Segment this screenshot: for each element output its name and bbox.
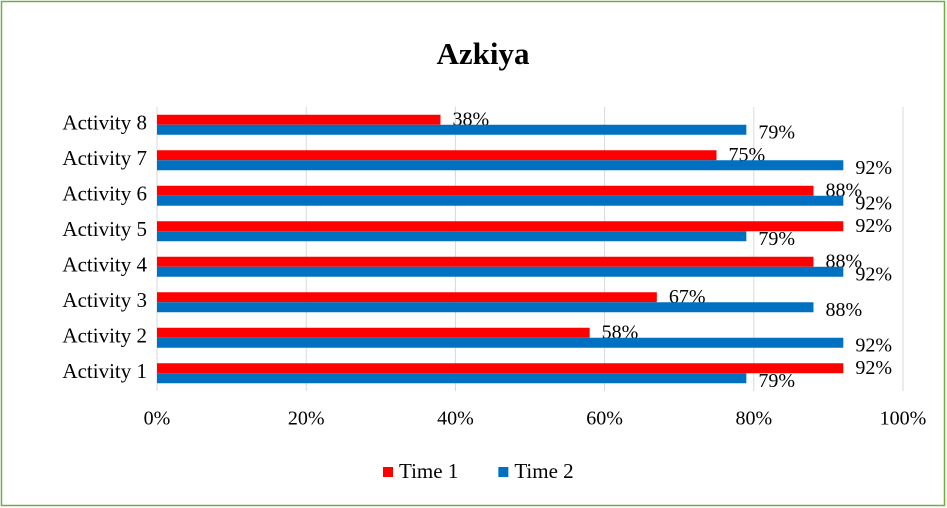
bar bbox=[157, 150, 717, 161]
data-label: 92% bbox=[855, 263, 892, 285]
bar bbox=[157, 195, 844, 206]
y-tick-label: Activity 3 bbox=[62, 288, 147, 312]
y-tick-label: Activity 6 bbox=[62, 182, 147, 206]
bar bbox=[157, 221, 844, 232]
y-tick-label: Activity 7 bbox=[62, 146, 147, 170]
data-label: 79% bbox=[758, 121, 795, 143]
y-tick-label: Activity 1 bbox=[62, 359, 147, 383]
bar bbox=[157, 124, 747, 135]
bar bbox=[157, 373, 747, 384]
bar bbox=[157, 337, 844, 348]
bar bbox=[157, 327, 590, 338]
legend-label: Time 1 bbox=[399, 459, 458, 483]
data-label: 79% bbox=[758, 370, 795, 392]
y-tick-label: Activity 5 bbox=[62, 217, 147, 241]
data-label: 79% bbox=[758, 228, 795, 250]
x-tick-label: 0% bbox=[144, 408, 171, 430]
bar bbox=[157, 114, 441, 125]
bar bbox=[157, 302, 814, 313]
data-label: 92% bbox=[855, 215, 892, 237]
legend-swatch bbox=[383, 467, 393, 477]
legend-swatch bbox=[498, 467, 509, 477]
x-tick-label: 40% bbox=[437, 408, 474, 430]
data-label: 88% bbox=[825, 299, 862, 321]
x-tick-label: 20% bbox=[288, 408, 325, 430]
bar bbox=[157, 292, 657, 303]
bar bbox=[157, 185, 814, 196]
y-tick-label: Activity 4 bbox=[62, 253, 147, 277]
bar bbox=[157, 363, 844, 374]
y-tick-label: Activity 8 bbox=[62, 111, 147, 135]
x-tick-label: 100% bbox=[880, 408, 927, 430]
data-label: 92% bbox=[855, 157, 892, 179]
bar bbox=[157, 256, 814, 267]
x-tick-label: 60% bbox=[586, 408, 623, 430]
bar bbox=[157, 266, 844, 277]
x-tick-label: 80% bbox=[735, 408, 772, 430]
y-tick-label: Activity 2 bbox=[62, 324, 147, 348]
legend-label: Time 2 bbox=[514, 459, 573, 483]
bar bbox=[157, 231, 747, 242]
data-label: 92% bbox=[855, 334, 892, 356]
data-label: 92% bbox=[855, 357, 892, 379]
data-label: 92% bbox=[855, 192, 892, 214]
bar bbox=[157, 160, 844, 171]
chart-title: Azkiya bbox=[437, 36, 531, 71]
